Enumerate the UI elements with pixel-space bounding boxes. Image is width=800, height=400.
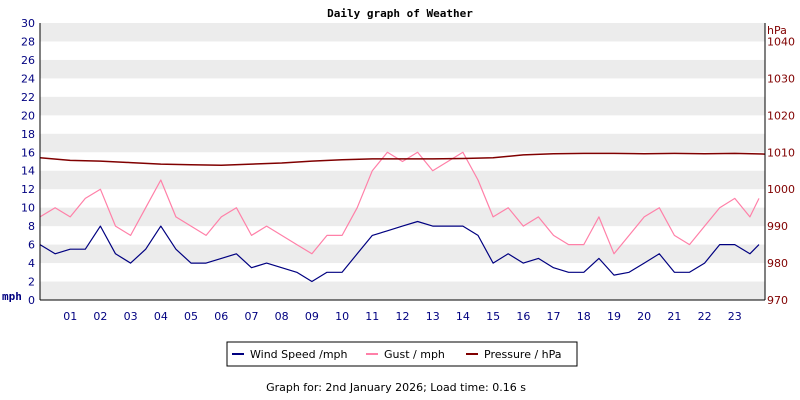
grid-bands [40,23,765,300]
x-tick-label: 19 [607,310,621,323]
series-line-pressure-hpa [39,152,766,166]
left-tick-label: 12 [21,183,35,196]
x-tick-label: 17 [547,310,561,323]
left-tick-label: 28 [21,35,35,48]
x-tick-label: 01 [63,310,77,323]
x-tick-label: 02 [93,310,107,323]
right-tick-label: 1010 [767,146,795,159]
x-tick-label: 16 [516,310,530,323]
right-tick-labels: 970 980 990 1000 1010 1020 1030 1040 [767,35,795,307]
right-tick-label: 990 [767,220,788,233]
left-tick-label: 14 [21,165,35,178]
left-tick-label: 16 [21,146,35,159]
x-tick-label: 08 [275,310,289,323]
legend-label-wind: Wind Speed /mph [250,348,348,361]
legend-label-gust: Gust / mph [384,348,445,361]
x-tick-label: 22 [698,310,712,323]
x-tick-label: 15 [486,310,500,323]
chart-title: Daily graph of Weather [327,7,473,20]
plot-lines [39,151,766,283]
x-tick-label: 14 [456,310,470,323]
left-tick-label: 24 [21,72,35,85]
legend-box [226,341,578,367]
grid-band [40,170,765,190]
x-tick-label: 07 [244,310,258,323]
left-tick-label: 10 [21,202,35,215]
right-tick-label: 1030 [767,72,795,85]
grid-band [40,207,765,227]
x-tick-label: 18 [577,310,591,323]
right-tick-label: 980 [767,257,788,270]
x-tick-label: 11 [365,310,379,323]
left-tick-label: 30 [21,17,35,30]
left-tick-label: 18 [21,128,35,141]
series-line-wind-speed-mph [39,220,760,283]
left-tick-label: 6 [28,239,35,252]
x-tick-label: 13 [426,310,440,323]
x-tick-label: 03 [124,310,138,323]
left-tick-label: 2 [28,276,35,289]
series-line-gust-mph [39,151,760,255]
x-tick-label: 04 [154,310,168,323]
right-tick-label: 1040 [767,35,795,48]
left-tick-label: 20 [21,109,35,122]
x-tick-label: 10 [335,310,349,323]
grid-band [40,281,765,300]
footer-text: Graph for: 2nd January 2026; Load time: … [266,381,526,394]
left-tick-label: 22 [21,91,35,104]
left-tick-label: 26 [21,54,35,67]
grid-band [40,133,765,153]
left-tick-label: 4 [28,257,35,270]
x-tick-label: 09 [305,310,319,323]
grid-band [40,96,765,116]
grid-band [40,244,765,264]
x-tick-label: 05 [184,310,198,323]
legend: Wind Speed /mph Gust / mph Pressure / hP… [226,341,578,367]
legend-label-pressure: Pressure / hPa [484,348,562,361]
left-tick-label: 8 [28,220,35,233]
x-tick-label: 06 [214,310,228,323]
x-tick-label: 20 [637,310,651,323]
x-tick-labels: 01 02 03 04 05 06 07 08 09 10 11 12 13 14 15 16 17 18 19 20… [63,310,742,323]
grid-band [40,23,765,42]
grid-band [40,59,765,79]
axes [39,23,766,301]
x-tick-label: 12 [396,310,410,323]
right-axis-unit: hPa [767,24,787,37]
left-tick-label: 0 [28,294,35,307]
x-tick-label: 23 [728,310,742,323]
right-tick-label: 1000 [767,183,795,196]
x-tick-label: 21 [667,310,681,323]
right-tick-label: 970 [767,294,788,307]
left-axis-unit: mph [2,290,22,303]
right-tick-label: 1020 [767,109,795,122]
